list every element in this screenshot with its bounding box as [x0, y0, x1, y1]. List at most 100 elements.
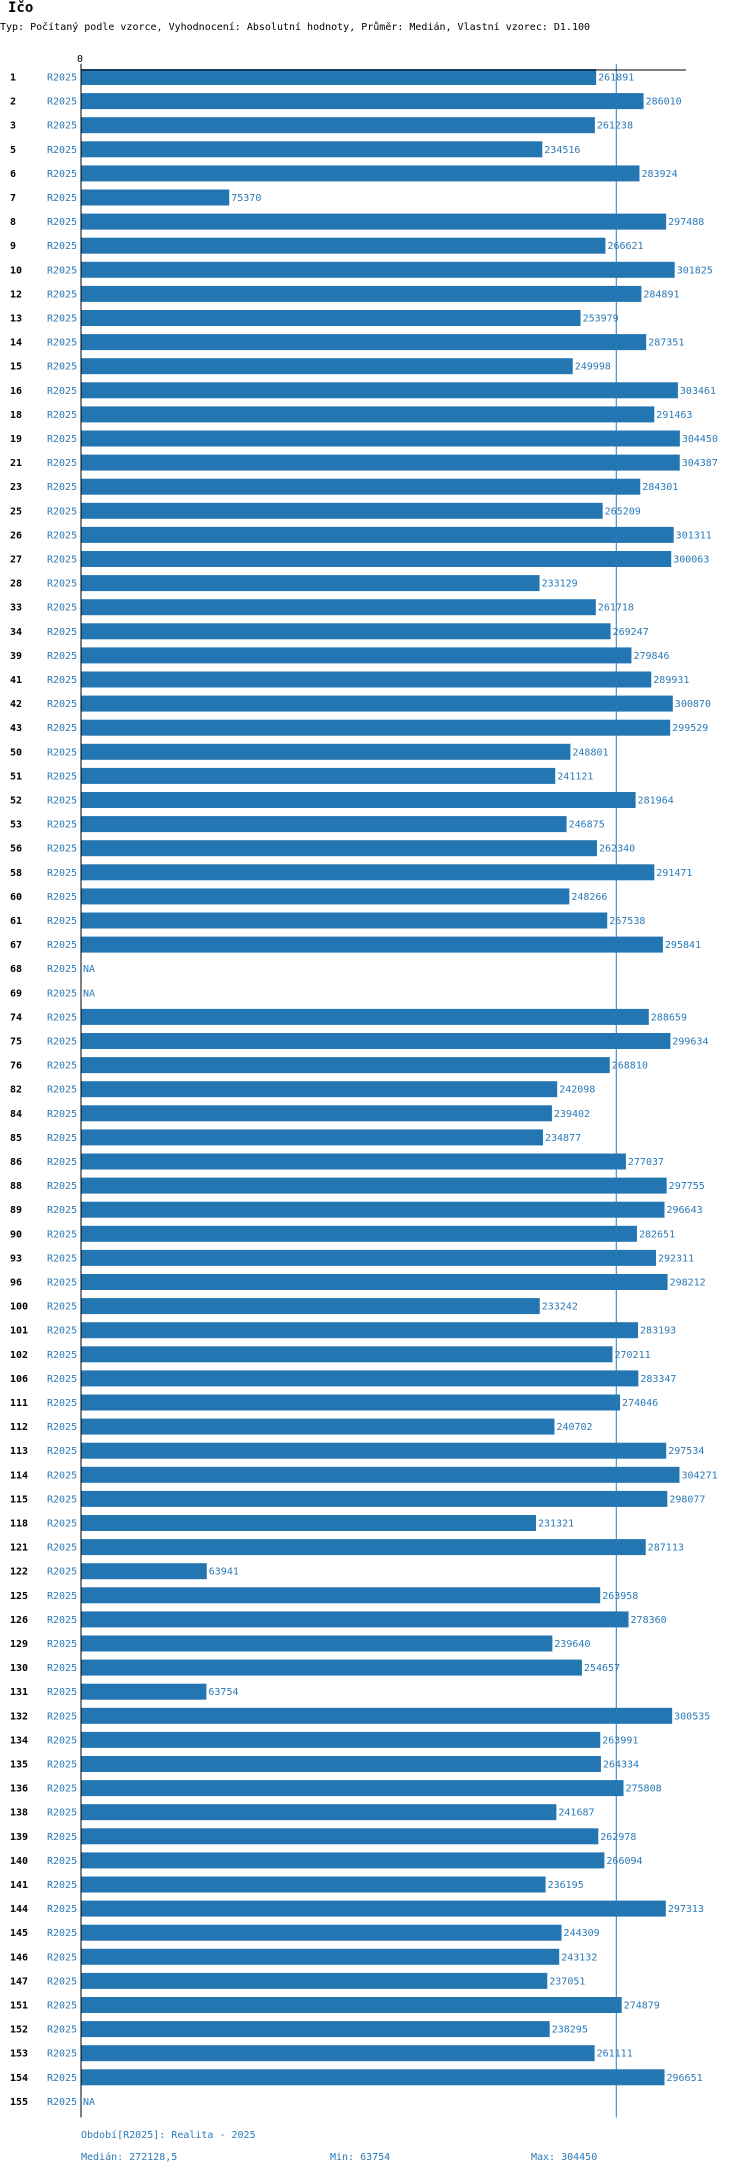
period-label: R2025 [47, 1567, 77, 1578]
bar-value-label: 248266 [571, 892, 607, 903]
bar [81, 454, 680, 471]
bar-value-label: 239402 [554, 1109, 590, 1120]
bar-value-label: 292311 [658, 1253, 694, 1264]
row-label: 121 [10, 1543, 28, 1554]
bar [81, 1876, 546, 1893]
period-label: R2025 [47, 2025, 77, 2036]
bar [81, 406, 655, 423]
bar-value-label: 303461 [680, 386, 716, 397]
row-label: 68 [10, 964, 22, 975]
bar [81, 1539, 646, 1556]
bar-value-label: 304271 [682, 1470, 718, 1481]
row-label: 146 [10, 1952, 28, 1963]
bar [81, 1707, 673, 1724]
row-label: 90 [10, 1229, 22, 1240]
period-label: R2025 [47, 169, 77, 180]
row-label: 86 [10, 1157, 22, 1168]
bar-value-label: 287113 [648, 1543, 684, 1554]
bar-value-label: 234516 [544, 145, 580, 156]
bar [81, 1683, 207, 1700]
bar-value-label: 262978 [600, 1832, 636, 1843]
bar-value-label: 264334 [603, 1760, 639, 1771]
period-label: R2025 [47, 627, 77, 638]
bar [81, 1346, 613, 1363]
row-label: 28 [10, 579, 22, 590]
bar [81, 1274, 668, 1290]
bar-value-label: 300063 [673, 555, 709, 566]
row-label: 155 [10, 2097, 28, 2108]
row-label: 114 [10, 1470, 28, 1481]
row-label: 112 [10, 1422, 28, 1433]
period-label: R2025 [47, 771, 77, 782]
period-label: R2025 [47, 1856, 77, 1867]
bar-value-label: 283347 [640, 1374, 676, 1385]
row-label: 21 [10, 458, 22, 469]
period-label: R2025 [47, 1229, 77, 1240]
row-label: 1 [10, 73, 16, 84]
bar-value-label: 301311 [676, 530, 712, 541]
period-label: R2025 [47, 1350, 77, 1361]
period-label: R2025 [47, 1157, 77, 1168]
row-label: 130 [10, 1663, 28, 1674]
row-label: 89 [10, 1205, 22, 1216]
row-label: 126 [10, 1615, 28, 1626]
bar [81, 1756, 601, 1772]
period-label: R2025 [47, 73, 77, 84]
row-label: 2 [10, 97, 16, 108]
bar [81, 1924, 562, 1941]
period-label: R2025 [47, 1591, 77, 1602]
bar [81, 1490, 668, 1507]
row-label: 113 [10, 1446, 28, 1457]
period-label: R2025 [47, 1952, 77, 1963]
bar-value-label: 284891 [643, 289, 679, 300]
bar-value-label: 266094 [606, 1856, 642, 1867]
period-label: R2025 [47, 410, 77, 421]
period-label: R2025 [47, 1663, 77, 1674]
row-label: 23 [10, 482, 22, 493]
bar [81, 551, 672, 567]
bar-value-label: 267538 [609, 916, 645, 927]
row-label: 26 [10, 530, 22, 541]
bar [81, 2021, 550, 2038]
period-label: R2025 [47, 1711, 77, 1722]
bar [81, 1129, 544, 1146]
bar [81, 117, 595, 134]
period-label: R2025 [47, 530, 77, 541]
period-label: R2025 [47, 1446, 77, 1457]
bar [81, 1298, 540, 1315]
period-label: R2025 [47, 723, 77, 734]
footer-max: Max: 304450 [531, 2152, 597, 2163]
row-label: 138 [10, 1808, 28, 1819]
bar [81, 1563, 207, 1580]
row-label: 14 [10, 338, 22, 349]
bar-value-label: 268810 [612, 1061, 648, 1072]
row-label: 16 [10, 386, 22, 397]
bar [81, 69, 597, 85]
period-label: R2025 [47, 1494, 77, 1505]
row-label: 42 [10, 699, 22, 710]
bar [81, 695, 673, 712]
bar-value-label: 234877 [545, 1133, 581, 1144]
period-label: R2025 [47, 1109, 77, 1120]
bar-value-label: 243132 [561, 1952, 597, 1963]
bar-value-label: 239640 [554, 1639, 590, 1650]
row-label: 100 [10, 1302, 28, 1313]
period-label: R2025 [47, 1037, 77, 1048]
bar [81, 1611, 629, 1628]
period-label: R2025 [47, 1976, 77, 1987]
period-label: R2025 [47, 1808, 77, 1819]
row-label: 144 [10, 1904, 28, 1915]
bar [81, 1418, 555, 1435]
bar [81, 599, 596, 616]
bar-value-label: 242098 [559, 1085, 595, 1096]
row-label: 88 [10, 1181, 22, 1192]
bar-value-label: 283193 [640, 1326, 676, 1337]
row-label: 7 [10, 193, 16, 204]
bar [81, 1153, 626, 1170]
bar [81, 334, 647, 351]
period-label: R2025 [47, 2097, 77, 2108]
bar-value-label: 277037 [628, 1157, 664, 1168]
bar [81, 502, 603, 519]
row-label: 33 [10, 603, 22, 614]
bar [81, 2069, 665, 2086]
